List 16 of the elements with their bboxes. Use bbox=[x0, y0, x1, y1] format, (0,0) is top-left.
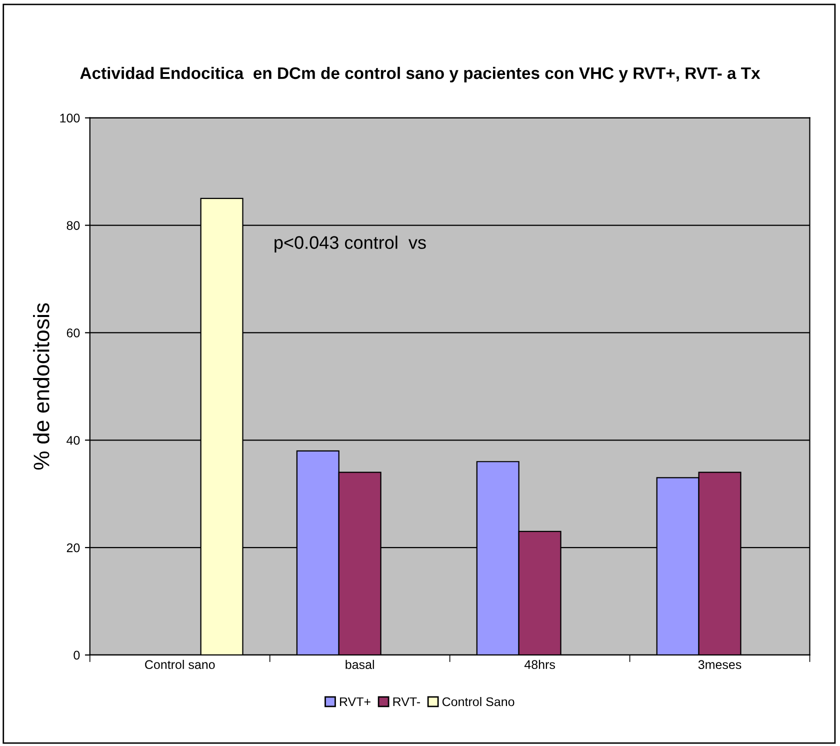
y-tick-label: 80 bbox=[66, 221, 80, 230]
legend-label: RVT+ bbox=[340, 697, 370, 706]
y-tick-label: 40 bbox=[66, 436, 80, 445]
legend-label: RVT- bbox=[393, 697, 420, 706]
y-tick-label: 100 bbox=[60, 114, 80, 123]
x-tick-label: 48hrs bbox=[524, 660, 555, 670]
y-tick-label: 20 bbox=[66, 543, 80, 552]
x-tick-label: Control sano bbox=[145, 660, 215, 670]
legend-label: Control Sano bbox=[442, 696, 514, 706]
y-tick-label: 0 bbox=[74, 650, 80, 660]
x-tick-label: basal bbox=[346, 660, 374, 670]
x-tick-label: 3meses bbox=[698, 660, 742, 670]
chart-title: Actividad Endocitica en DCm de control sano y pacientes con VHC y RVT+, RVT- a Tx bbox=[80, 66, 760, 82]
y-axis-title: % de endocitosis bbox=[33, 303, 50, 470]
y-tick-label: 60 bbox=[66, 328, 80, 338]
annotation: p<0.043 control vs bbox=[274, 236, 426, 253]
